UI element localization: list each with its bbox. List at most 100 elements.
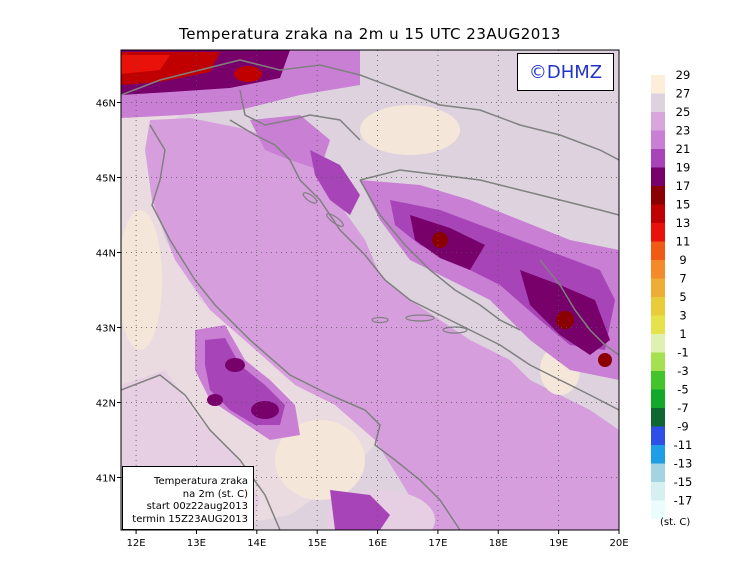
legend-label: 25 xyxy=(676,105,691,119)
coast-warm xyxy=(310,150,360,215)
legend-swatch xyxy=(651,130,665,149)
legend-label: 23 xyxy=(676,124,691,138)
legend-label: -5 xyxy=(677,383,688,397)
legend-swatch xyxy=(651,149,665,168)
lat-tick-label: 42N xyxy=(96,399,116,410)
pale-patch xyxy=(360,105,460,155)
legend-label: -13 xyxy=(674,457,693,471)
istria-warm xyxy=(250,115,330,170)
info-box: Temperatura zraka na 2m (st. C) start 00… xyxy=(122,466,254,530)
island xyxy=(371,316,389,324)
legend-swatch xyxy=(651,371,665,390)
legend-swatch xyxy=(651,186,665,205)
lat-tick-label: 44N xyxy=(96,249,116,260)
legend-swatch xyxy=(651,426,665,445)
pale-patch xyxy=(121,210,162,350)
legend-label: -9 xyxy=(677,420,688,434)
map-frame xyxy=(120,49,620,531)
map-plot-area xyxy=(121,50,619,530)
island xyxy=(302,192,318,204)
legend-swatch xyxy=(651,389,665,408)
legend-swatch xyxy=(651,93,665,112)
legend-label: -3 xyxy=(677,364,688,378)
coastline-italy xyxy=(149,124,461,530)
legend-swatch xyxy=(651,500,665,519)
legend-label: 3 xyxy=(679,309,686,323)
legend-units: (st. C) xyxy=(660,517,691,528)
lat-tick-label: 45N xyxy=(96,174,116,185)
legend-swatch xyxy=(651,223,665,242)
hotspot xyxy=(207,394,223,406)
legend-swatch xyxy=(651,334,665,353)
legend-swatch xyxy=(651,241,665,260)
legend-label: 9 xyxy=(679,253,686,267)
lon-tick-label: 16E xyxy=(368,538,387,549)
lon-tick-label: 17E xyxy=(428,538,447,549)
legend-label: 15 xyxy=(676,198,691,212)
lon-tick-label: 15E xyxy=(308,538,327,549)
hotspot xyxy=(234,66,262,82)
lon-tick-label: 13E xyxy=(187,538,206,549)
legend-label: -7 xyxy=(677,401,688,415)
legend-swatch xyxy=(651,445,665,464)
legend-swatch xyxy=(651,297,665,316)
lon-tick-label: 20E xyxy=(609,538,628,549)
adriatic-sea xyxy=(145,118,619,530)
lon-tick-label: 18E xyxy=(489,538,508,549)
legend-label: 5 xyxy=(679,290,686,304)
legend-label: -11 xyxy=(674,438,693,452)
legend-label: 11 xyxy=(676,235,691,249)
hotspot xyxy=(598,353,612,367)
longitude-labels: 12E 13E 14E 15E 16E 17E 18E 19E 20E xyxy=(127,530,629,549)
copyright-label: ©DHMZ xyxy=(517,53,614,91)
hotspot xyxy=(432,232,448,248)
lon-tick-label: 12E xyxy=(127,538,146,549)
info-line-2: na 2m (st. C) xyxy=(182,488,248,500)
north-hottest xyxy=(121,55,170,74)
border-north xyxy=(121,59,619,161)
lon-tick-label: 19E xyxy=(549,538,568,549)
hotspot xyxy=(556,311,574,329)
legend-colorbar xyxy=(651,75,665,519)
legend-label: 21 xyxy=(676,142,691,156)
lat-tick-label: 46N xyxy=(96,99,116,110)
info-line-4: termin 15Z23AUG2013 xyxy=(132,513,248,525)
legend-label: 17 xyxy=(676,179,691,193)
graticule xyxy=(121,50,619,530)
legend-labels: 29 27 25 23 21 19 17 15 13 11 9 7 5 3 1 -1 -3 -5 -7 -9 -11 -1… xyxy=(674,68,693,508)
legend-swatch xyxy=(651,463,665,482)
info-line-3: start 00z22aug2013 xyxy=(146,501,248,512)
coastline-croatia xyxy=(229,119,619,411)
legend-swatch xyxy=(651,352,665,371)
lat-tick-label: 41N xyxy=(96,474,116,485)
latitude-labels: 46N 45N 44N 43N 42N 41N xyxy=(96,99,121,485)
south-italy-warm xyxy=(330,490,390,530)
legend-swatch xyxy=(651,204,665,223)
legend-swatch xyxy=(651,167,665,186)
legend-swatch xyxy=(651,482,665,501)
legend-swatch xyxy=(651,278,665,297)
legend-label: 19 xyxy=(676,161,691,175)
island xyxy=(405,314,435,322)
info-line-1: Temperatura zraka xyxy=(154,476,248,487)
lon-tick-label: 14E xyxy=(247,538,266,549)
island xyxy=(326,213,344,227)
legend-swatch xyxy=(651,260,665,279)
border-slovenia xyxy=(239,89,361,141)
border-bosnia xyxy=(359,169,619,216)
hotspot xyxy=(251,401,279,419)
legend-label: 13 xyxy=(676,216,691,230)
legend-swatch xyxy=(651,408,665,427)
legend-swatch xyxy=(651,315,665,334)
legend-label: -15 xyxy=(674,475,693,489)
hotspot xyxy=(225,358,245,372)
border-bosnia-south xyxy=(359,179,521,331)
legend-swatch xyxy=(651,112,665,131)
map-title: Temperatura zraka na 2m u 15 UTC 23AUG20… xyxy=(179,25,561,43)
legend-label: 27 xyxy=(676,87,691,101)
coastline-italy-west xyxy=(121,374,281,530)
lat-tick-label: 43N xyxy=(96,324,116,335)
legend-label: -17 xyxy=(674,494,693,508)
pale-patch xyxy=(275,420,365,500)
